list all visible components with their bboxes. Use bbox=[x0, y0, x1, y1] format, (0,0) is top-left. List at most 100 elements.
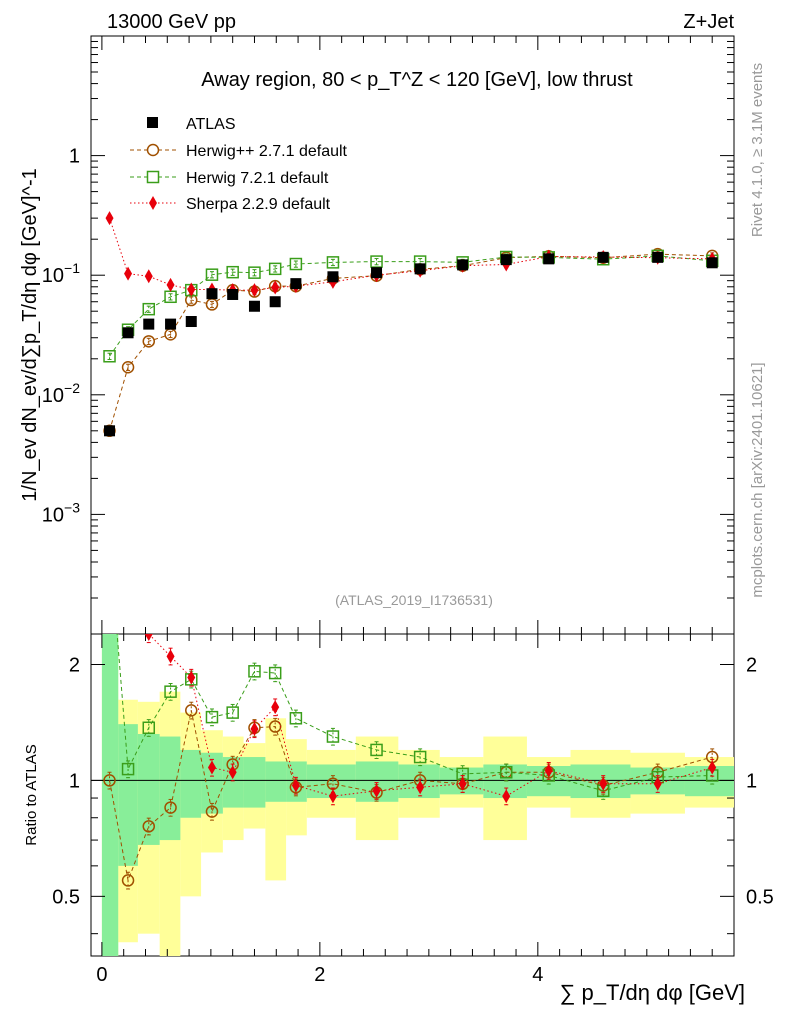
analysis-label: (ATLAS_2019_I1736531) bbox=[335, 592, 493, 608]
herwig7-point bbox=[205, 268, 219, 281]
sherpa-point bbox=[708, 760, 717, 775]
herwig7-point bbox=[104, 535, 115, 546]
atlas-data-point bbox=[543, 253, 555, 265]
ratio-y-tick-label: 0.5 bbox=[52, 886, 80, 908]
herwigpp-point bbox=[142, 335, 156, 348]
herwigpp-point bbox=[121, 874, 135, 887]
atlas-data-point bbox=[122, 327, 134, 339]
sherpa-point bbox=[166, 649, 175, 664]
sherpa-point bbox=[124, 266, 133, 281]
atlas-data-point bbox=[414, 263, 426, 275]
sherpa-point bbox=[207, 760, 216, 775]
atlas-data-point bbox=[143, 318, 155, 330]
herwig7-point bbox=[326, 730, 340, 743]
uncertainty-bands bbox=[91, 634, 734, 956]
atlas-data-point bbox=[165, 318, 177, 330]
sherpa-point bbox=[502, 789, 511, 804]
herwig7-point bbox=[370, 255, 383, 268]
legend-herwig7-label: Herwig 7.2.1 default bbox=[186, 170, 329, 187]
herwig7-point bbox=[370, 743, 383, 757]
sherpa-point bbox=[653, 776, 662, 791]
green-band-bin bbox=[265, 761, 287, 802]
sherpa-point bbox=[328, 789, 337, 804]
green-band-bin bbox=[137, 733, 160, 845]
atlas-data-point bbox=[457, 259, 469, 271]
sherpa-point bbox=[271, 280, 280, 295]
sherpa-point bbox=[228, 765, 237, 780]
legend-atlas-marker bbox=[147, 117, 158, 128]
sherpa-point bbox=[416, 780, 425, 795]
herwig7-point bbox=[226, 706, 239, 719]
herwig7-point bbox=[268, 262, 282, 276]
green-band-bin bbox=[243, 757, 266, 808]
green-band-bin bbox=[101, 634, 119, 956]
sherpa-point bbox=[187, 670, 196, 685]
sherpa-point bbox=[106, 89, 114, 103]
ratio-y-tick-label: 1 bbox=[69, 770, 80, 792]
herwig7-point bbox=[142, 302, 156, 316]
sherpa-point bbox=[599, 776, 608, 791]
x-axis-label: ∑ p_T/dη dφ [GeV] bbox=[560, 980, 745, 1005]
sherpa-point bbox=[144, 269, 153, 284]
ratio-y-tick-label: 2 bbox=[69, 654, 80, 676]
herwig7-point bbox=[499, 766, 513, 779]
legend-sherpa-marker bbox=[149, 196, 157, 210]
sherpa-point bbox=[544, 763, 553, 778]
atlas-data-point bbox=[652, 251, 664, 263]
main-y-tick-label: 10−1 bbox=[42, 260, 80, 287]
herwigpp-point bbox=[185, 704, 198, 717]
header-right: Z+Jet bbox=[683, 11, 734, 33]
herwig7-point bbox=[103, 350, 116, 363]
sherpa-point bbox=[105, 211, 114, 226]
main-series bbox=[103, 211, 719, 438]
axis-ticks: 1 10−1 10−2 10−3 2 2 1 1 0.5 0.5 0 2 4 bbox=[42, 36, 774, 986]
main-y-tick-label: 1 bbox=[69, 146, 80, 168]
herwig7-point bbox=[248, 665, 261, 678]
header-left: 13000 GeV pp bbox=[107, 11, 236, 33]
ratio-y-tick-label-right: 2 bbox=[746, 654, 757, 676]
sherpa-point bbox=[271, 700, 280, 715]
sherpa-point bbox=[144, 634, 153, 641]
series-line bbox=[109, 253, 713, 431]
herwigpp-point bbox=[205, 805, 219, 818]
green-band-bin bbox=[159, 736, 181, 841]
sherpa-point bbox=[250, 283, 259, 298]
sherpa-point bbox=[124, 584, 132, 598]
atlas-data-point bbox=[269, 296, 281, 308]
series-line bbox=[109, 217, 713, 291]
herwigpp-point bbox=[142, 820, 156, 833]
atlas-data-point bbox=[104, 425, 116, 437]
sherpa-point bbox=[187, 282, 196, 297]
ratio-y-tick-label-right: 1 bbox=[746, 770, 757, 792]
legend-herwigpp-marker bbox=[146, 143, 160, 157]
sherpa-point bbox=[458, 776, 467, 791]
green-band-bin bbox=[201, 752, 223, 814]
herwig7-point bbox=[413, 750, 427, 764]
ratio-series bbox=[103, 89, 719, 890]
atlas-data-point bbox=[248, 300, 260, 312]
mcplots-label: mcplots.cern.ch [arXiv:2401.10621] bbox=[749, 362, 766, 597]
atlas-data-point bbox=[185, 316, 197, 328]
herwig7-point bbox=[205, 710, 219, 724]
sherpa-point bbox=[372, 783, 381, 798]
legend-sherpa-label: Sherpa 2.2.9 default bbox=[186, 196, 331, 213]
x-tick-label: 2 bbox=[314, 964, 325, 986]
legend-herwig7-marker bbox=[146, 170, 160, 184]
herwig7-point bbox=[268, 666, 282, 680]
atlas-data-point bbox=[227, 288, 239, 300]
herwig7-point bbox=[248, 266, 261, 279]
atlas-data-point bbox=[500, 254, 512, 266]
ratio-y-axis-label: Ratio to ATLAS bbox=[23, 744, 40, 845]
legend: ATLAS Herwig++ 2.7.1 default Herwig 7.2.… bbox=[130, 116, 348, 213]
x-tick-label: 0 bbox=[96, 964, 107, 986]
sherpa-point bbox=[166, 277, 175, 292]
green-band-bin bbox=[180, 749, 202, 818]
herwig7-point bbox=[289, 712, 303, 725]
herwigpp-point bbox=[121, 360, 135, 374]
herwig7-point bbox=[142, 721, 156, 735]
main-y-axis-label: 1/N_ev dN_ev/d∑p_T/dη dφ [GeV]^-1 bbox=[19, 168, 41, 501]
main-y-tick-label: 10−2 bbox=[42, 380, 80, 407]
herwigpp-point bbox=[103, 774, 116, 787]
